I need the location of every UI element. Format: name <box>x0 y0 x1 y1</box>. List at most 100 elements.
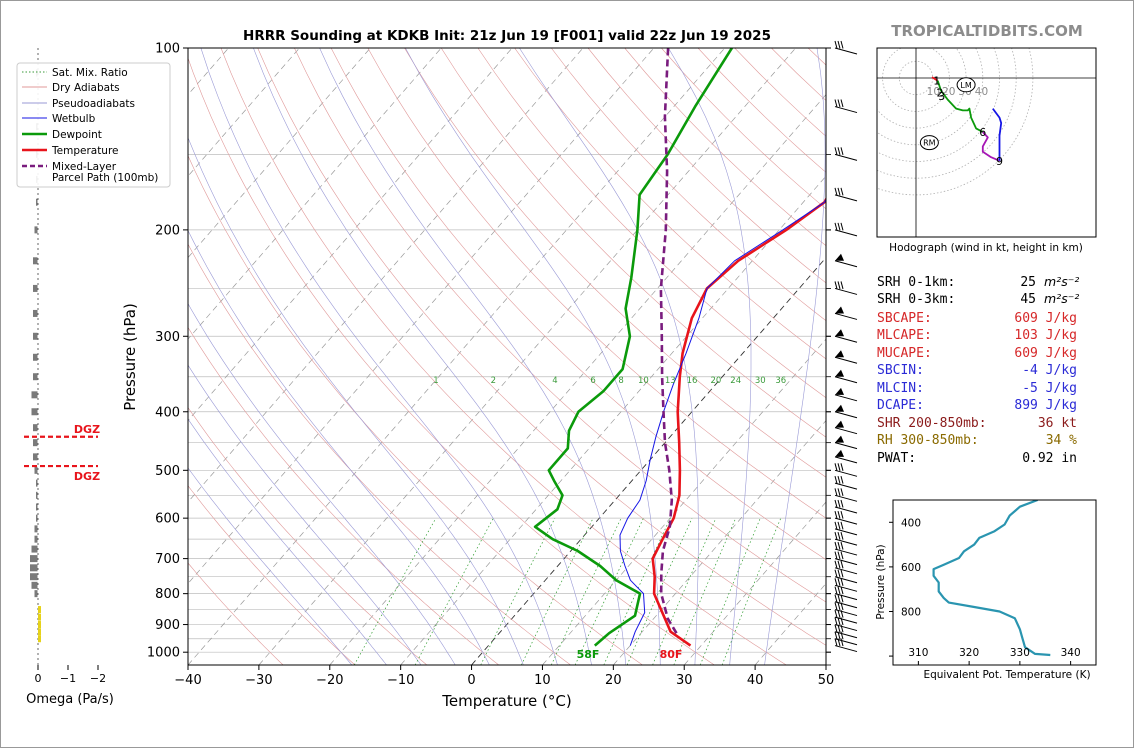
series-wetbulb <box>619 198 826 646</box>
wind-barb-staff <box>834 456 858 464</box>
wind-barb-feather <box>837 569 841 578</box>
param-unit-srh_3: m²s⁻² <box>1044 291 1079 306</box>
wind-barb-feather <box>837 624 841 633</box>
legend-label: Pseudoadiabats <box>52 98 135 110</box>
mixing-ratio-line <box>521 518 594 665</box>
pseudoadiabat <box>340 652 353 665</box>
legend-label: Parcel Path (100mb) <box>52 172 158 184</box>
wind-barb-feather <box>840 281 844 290</box>
pseudoadiabat <box>588 652 592 665</box>
param-label-srh_3: SRH 0-3km: <box>877 292 955 307</box>
dry-adiabat <box>514 48 826 360</box>
wind-barb-staff <box>834 576 858 584</box>
wind-barb-feather <box>834 532 838 540</box>
y-tick-label: 200 <box>155 223 180 238</box>
mixing-ratio-line <box>673 518 737 665</box>
pseudoadiabat <box>411 652 422 665</box>
isotherm-line <box>188 48 442 340</box>
param-label-pwat: PWAT: <box>877 451 916 466</box>
omega-panel: DGZ DGZ 0 −1 −2 Omega (Pa/s) <box>24 48 114 707</box>
wind-barb-feather <box>834 147 838 156</box>
pseudoadiabat <box>624 652 627 665</box>
wind-barb-feather <box>840 463 844 471</box>
omega-bar <box>34 535 38 543</box>
omega-bar <box>33 284 38 292</box>
wind-barb-feather <box>834 521 838 530</box>
dry-adiabat <box>257 48 826 646</box>
y-tick-label: 300 <box>155 330 180 345</box>
theta-x-tick-label: 320 <box>959 647 979 659</box>
storm-motion-label: LM <box>960 81 971 90</box>
wind-barb-feather <box>834 610 838 618</box>
wind-barb-feather <box>840 560 844 569</box>
wind-barb-feather <box>834 99 838 108</box>
theta-y-tick-label: 600 <box>901 562 921 574</box>
omega-bar <box>34 590 38 598</box>
wind-barb-flag <box>835 350 844 358</box>
wind-barb-feather <box>840 532 844 540</box>
wind-barb-staff <box>834 442 858 450</box>
pseudoadiabat <box>553 652 558 665</box>
wind-barb-feather <box>840 499 844 508</box>
x-tick-label: 40 <box>747 673 764 688</box>
omega-bar <box>31 408 38 416</box>
dry-adiabat <box>367 48 826 519</box>
legend-label: Mixed-Layer <box>52 161 117 173</box>
wind-barb-feather <box>837 40 841 49</box>
wind-barb-feather <box>834 624 838 633</box>
storm-motion-marker <box>956 77 976 93</box>
wind-barb-feather <box>834 594 838 603</box>
wind-barb-feather <box>837 560 841 569</box>
wind-barb-feather <box>837 499 841 508</box>
wind-barb-flag <box>835 435 844 443</box>
series-dewpoint <box>533 48 734 647</box>
param-value-mlcape: 103 J/kg <box>1014 328 1077 343</box>
hodograph-height-label: 9 <box>996 155 1003 168</box>
hodograph-segment <box>936 80 984 133</box>
x-tick-label: 50 <box>818 673 835 688</box>
wind-barb-feather <box>837 99 841 108</box>
x-tick-label: 10 <box>534 673 551 688</box>
wind-barb-feather <box>834 511 838 519</box>
wind-barb-feather <box>840 222 844 231</box>
mixing-ratio-line <box>353 518 437 665</box>
param-value-dcape: 899 J/kg <box>1014 398 1077 413</box>
dry-adiabat <box>188 562 284 665</box>
wind-barb-staff <box>834 469 858 477</box>
mixing-ratio-label: 20 <box>710 376 721 386</box>
wind-barb-feather <box>837 586 841 595</box>
wind-barb-feather <box>837 541 841 550</box>
wind-barb-feather <box>834 499 838 508</box>
dry-adiabat <box>404 48 826 478</box>
omega-bar-positive <box>38 635 41 643</box>
x-axis-label: Temperature (°C) <box>441 692 571 710</box>
omega-bar-positive <box>38 606 41 614</box>
dry-adiabat <box>188 485 356 665</box>
omega-bar <box>30 573 38 581</box>
pseudoadiabat <box>668 48 752 653</box>
isotherm-line <box>188 48 655 585</box>
y-tick-label: 400 <box>155 405 180 420</box>
theta-x-tick-label: 310 <box>908 647 928 659</box>
wind-barb-flag <box>835 420 844 428</box>
wind-barb-feather <box>840 631 844 640</box>
wind-barb-feather <box>840 521 844 530</box>
wind-barb-feather <box>840 617 844 626</box>
wind-barb-feather <box>834 560 838 569</box>
wind-barb-feather <box>834 463 838 471</box>
pseudoadiabat <box>729 652 732 665</box>
wind-barb-staff <box>834 528 858 536</box>
y-tick-label: 700 <box>155 552 180 567</box>
omega-bar <box>33 373 38 381</box>
wind-barb-staff <box>834 601 858 609</box>
wind-barb-feather <box>834 631 838 640</box>
wind-barb-staff <box>834 194 858 202</box>
y-tick-label: 1000 <box>147 646 180 661</box>
theta-e-profile <box>932 500 1051 657</box>
wind-barb-feather <box>840 569 844 578</box>
mixing-ratio-line <box>652 518 717 665</box>
pseudoadiabat <box>188 364 413 653</box>
param-unit-srh_1: m²s⁻² <box>1044 274 1079 289</box>
